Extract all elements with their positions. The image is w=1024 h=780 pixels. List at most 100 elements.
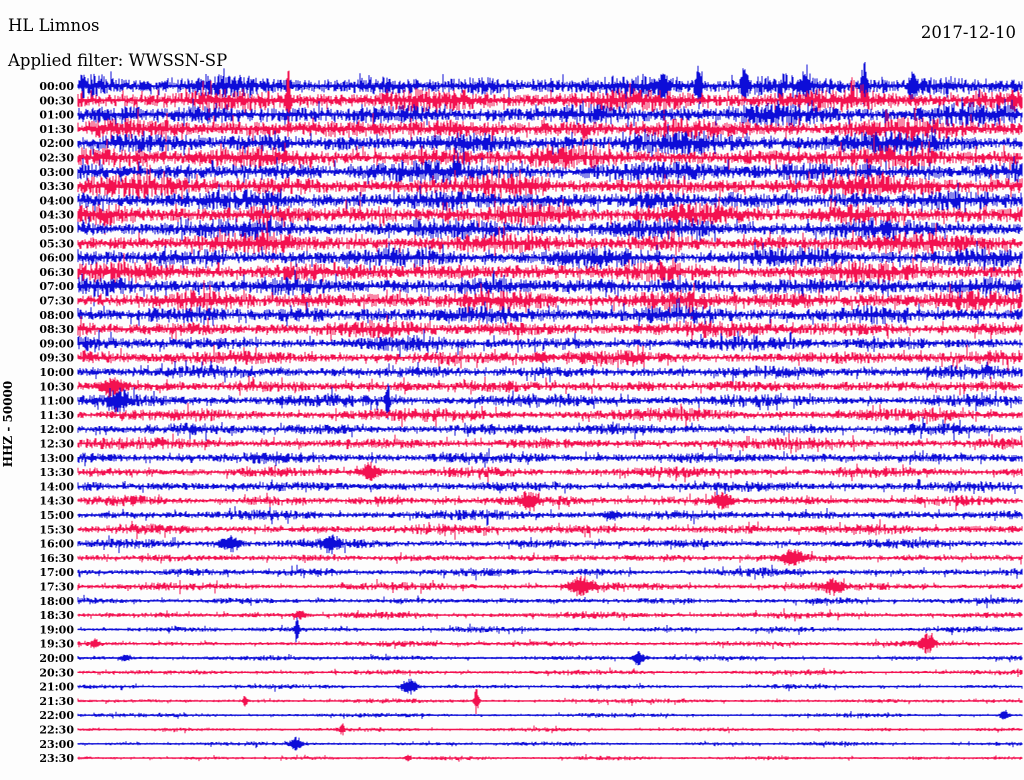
trace-row-0300 — [77, 152, 1023, 186]
trace-row-0830 — [77, 315, 1023, 341]
trace-row-0330 — [77, 162, 1023, 206]
trace-row-1300 — [77, 447, 1023, 468]
trace-row-2000 — [77, 651, 1023, 666]
time-label-1700: 17:00 — [39, 566, 74, 579]
trace-row-0230 — [77, 135, 1023, 180]
report-date: 2017-12-10 — [921, 23, 1016, 42]
time-label-1400: 14:00 — [39, 480, 74, 493]
time-label-0800: 08:00 — [39, 309, 74, 322]
time-label-1800: 18:00 — [39, 595, 74, 608]
time-label-2330: 23:30 — [39, 752, 74, 765]
time-label-1200: 12:00 — [39, 423, 74, 436]
trace-row-1800 — [77, 594, 1023, 609]
trace-row-1200 — [77, 417, 1023, 441]
time-label-1100: 11:00 — [39, 395, 74, 408]
time-label-1330: 13:30 — [39, 466, 74, 479]
trace-row-1330 — [77, 461, 1023, 483]
trace-row-0100 — [77, 97, 1023, 132]
trace-row-1130 — [77, 402, 1023, 429]
time-label-0600: 06:00 — [39, 252, 74, 265]
time-label-1630: 16:30 — [39, 552, 74, 565]
time-label-0400: 04:00 — [39, 194, 74, 207]
trace-row-2100 — [77, 678, 1023, 695]
trace-row-0400 — [77, 182, 1023, 218]
trace-row-1930 — [77, 633, 1023, 654]
time-label-0330: 03:30 — [39, 180, 74, 193]
trace-row-1030 — [77, 375, 1023, 399]
time-label-2200: 22:00 — [39, 709, 74, 722]
time-label-2300: 23:00 — [39, 738, 74, 751]
time-label-0530: 05:30 — [39, 237, 74, 250]
trace-row-1430 — [77, 491, 1023, 512]
time-label-1000: 10:00 — [39, 366, 74, 379]
time-label-1930: 19:30 — [39, 638, 74, 651]
time-label-1030: 10:30 — [39, 380, 74, 393]
trace-row-1530 — [77, 519, 1023, 540]
trace-row-0430 — [77, 197, 1023, 236]
time-label-1530: 15:30 — [39, 523, 74, 536]
time-label-0700: 07:00 — [39, 280, 74, 293]
time-label-1830: 18:30 — [39, 609, 74, 622]
trace-row-1630 — [77, 549, 1023, 566]
scale-label: HHZ - 50000 — [1, 381, 15, 468]
trace-row-0500 — [77, 215, 1023, 244]
time-label-0900: 09:00 — [39, 337, 74, 350]
trace-row-0530 — [77, 221, 1023, 263]
time-label-1230: 12:30 — [39, 438, 74, 451]
trace-row-1700 — [77, 564, 1023, 581]
time-label-0630: 06:30 — [39, 266, 74, 279]
trace-row-2230 — [77, 723, 1023, 736]
trace-row-1830 — [77, 608, 1023, 622]
trace-row-1900 — [77, 617, 1023, 643]
trace-row-0200 — [77, 124, 1023, 161]
time-label-0300: 03:00 — [39, 166, 74, 179]
trace-row-1400 — [77, 479, 1023, 496]
time-label-0130: 01:30 — [39, 123, 74, 136]
time-label-0830: 08:30 — [39, 323, 74, 336]
time-label-1600: 16:00 — [39, 538, 74, 551]
trace-row-2300 — [77, 736, 1023, 751]
trace-row-0130 — [77, 108, 1023, 149]
trace-row-1100 — [77, 383, 1023, 420]
trace-row-2030 — [77, 667, 1023, 677]
trace-row-2330 — [77, 754, 1023, 762]
time-label-1300: 13:00 — [39, 452, 74, 465]
time-label-0500: 05:00 — [39, 223, 74, 236]
time-label-0730: 07:30 — [39, 295, 74, 308]
trace-row-0900 — [77, 329, 1023, 359]
trace-row-0600 — [77, 240, 1023, 275]
time-label-2000: 20:00 — [39, 652, 74, 665]
time-label-1130: 11:30 — [39, 409, 74, 422]
time-label-2130: 21:30 — [39, 695, 74, 708]
trace-row-0700 — [77, 269, 1023, 307]
trace-row-0930 — [77, 344, 1023, 373]
trace-row-0630 — [77, 253, 1023, 295]
time-label-1730: 17:30 — [39, 581, 74, 594]
time-label-0000: 00:00 — [39, 80, 74, 93]
time-label-0200: 02:00 — [39, 137, 74, 150]
time-label-0930: 09:30 — [39, 352, 74, 365]
station-title: HL Limnos — [8, 16, 100, 35]
trace-row-1600 — [77, 534, 1023, 555]
trace-row-1500 — [77, 506, 1023, 526]
time-label-0100: 01:00 — [39, 109, 74, 122]
trace-row-1230 — [77, 433, 1023, 454]
time-label-2030: 20:30 — [39, 666, 74, 679]
trace-row-1000 — [77, 360, 1023, 383]
trace-row-2130 — [77, 689, 1023, 714]
trace-rows — [77, 62, 1023, 762]
trace-row-2200 — [77, 709, 1023, 720]
trace-row-0730 — [77, 280, 1023, 320]
time-label-1430: 14:30 — [39, 495, 74, 508]
time-label-2100: 21:00 — [39, 681, 74, 694]
time-label-0430: 04:30 — [39, 209, 74, 222]
time-label-2230: 22:30 — [39, 724, 74, 737]
time-label-1900: 19:00 — [39, 623, 74, 636]
filter-label: Applied filter: WWSSN-SP — [7, 51, 227, 70]
time-label-1500: 15:00 — [39, 509, 74, 522]
trace-row-0800 — [77, 297, 1023, 330]
trace-row-0030 — [77, 70, 1023, 137]
